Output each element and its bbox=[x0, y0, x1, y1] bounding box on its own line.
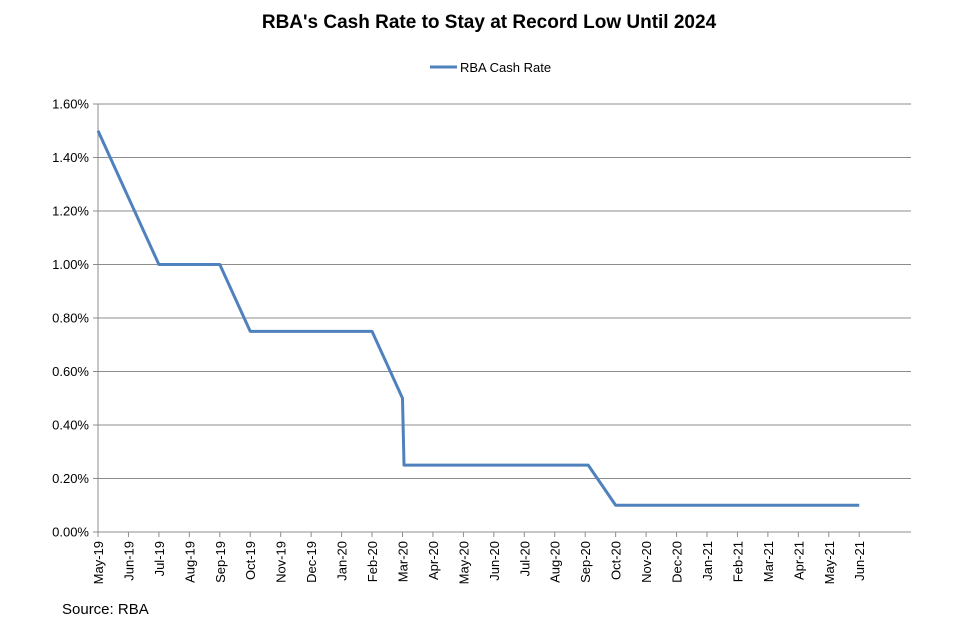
x-tick-label: Feb-20 bbox=[365, 541, 380, 582]
y-tick-label: 0.80% bbox=[52, 311, 89, 326]
x-tick-label: Mar-21 bbox=[761, 541, 776, 582]
x-tick-label: Aug-20 bbox=[548, 541, 563, 583]
x-axis-ticks: May-19 Jun-19 Jul-19 Aug-19 Sep-19 Oct-19 Nov-… bbox=[91, 532, 867, 584]
legend: RBA Cash Rate bbox=[430, 60, 551, 75]
y-tick-label: 0.60% bbox=[52, 364, 89, 379]
x-tick-label: May-21 bbox=[822, 541, 837, 584]
series-line bbox=[96, 130, 860, 507]
x-tick-label: Jan-20 bbox=[335, 541, 350, 581]
x-tick-label: Jun-21 bbox=[852, 541, 867, 581]
x-tick-label: Sep-20 bbox=[578, 541, 593, 583]
y-tick-label: 1.00% bbox=[52, 257, 89, 272]
x-tick-label: Jun-20 bbox=[487, 541, 502, 581]
x-tick-label: Apr-21 bbox=[791, 541, 806, 580]
chart-title: RBA's Cash Rate to Stay at Record Low Un… bbox=[261, 12, 717, 33]
y-tick-label: 1.20% bbox=[52, 204, 89, 219]
x-tick-label: Apr-20 bbox=[426, 541, 441, 580]
x-tick-label: May-19 bbox=[91, 541, 106, 584]
x-tick-label: Jul-20 bbox=[517, 541, 532, 576]
x-tick-label: Dec-20 bbox=[670, 541, 685, 583]
gridlines bbox=[98, 103, 911, 479]
x-tick-label: Feb-21 bbox=[730, 541, 745, 582]
x-tick-label: Jul-19 bbox=[152, 541, 167, 576]
source-note: Source: RBA bbox=[62, 601, 149, 618]
x-tick-label: Nov-19 bbox=[274, 541, 289, 583]
x-tick-label: Sep-19 bbox=[213, 541, 228, 583]
x-tick-label: Nov-20 bbox=[639, 541, 654, 583]
x-tick-label: Jan-21 bbox=[700, 541, 715, 581]
x-tick-label: May-20 bbox=[456, 541, 471, 584]
y-tick-label: 0.40% bbox=[52, 418, 89, 433]
x-tick-label: Aug-19 bbox=[182, 541, 197, 583]
x-tick-label: Oct-19 bbox=[243, 541, 258, 580]
y-tick-label: 0.00% bbox=[52, 525, 89, 540]
x-tick-label: Mar-20 bbox=[395, 541, 410, 582]
y-tick-label: 1.40% bbox=[52, 150, 89, 165]
y-axis-ticks: 0.00% 0.20% 0.40% 0.60% 0.80% 1.00% 1.20% 1.40%… bbox=[52, 97, 98, 540]
y-tick-label: 0.20% bbox=[52, 471, 89, 486]
x-tick-label: Jun-19 bbox=[121, 541, 136, 581]
x-tick-label: Oct-20 bbox=[609, 541, 624, 580]
y-tick-label: 1.60% bbox=[52, 97, 89, 112]
legend-label: RBA Cash Rate bbox=[460, 60, 551, 75]
series-layer bbox=[96, 130, 860, 507]
x-tick-label: Dec-19 bbox=[304, 541, 319, 583]
